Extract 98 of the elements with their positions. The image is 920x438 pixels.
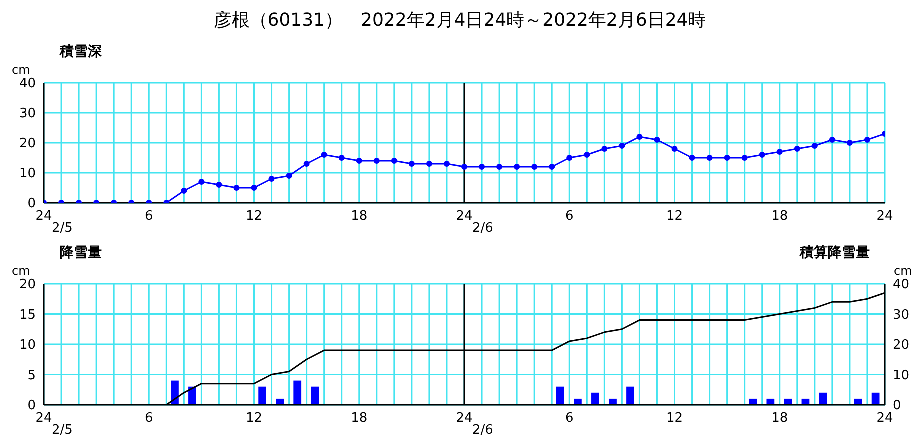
bar xyxy=(294,380,302,405)
text: 積算降雪量 xyxy=(800,244,870,262)
point xyxy=(181,188,188,194)
x-tick-label: 6 xyxy=(144,411,154,426)
point xyxy=(549,164,556,170)
x-tick-label: 24 xyxy=(456,209,473,224)
bar xyxy=(171,380,179,405)
point xyxy=(724,155,730,161)
bar xyxy=(766,398,775,405)
y2-tick-label: 40 xyxy=(893,278,910,293)
x-tick-label: 12 xyxy=(246,411,263,426)
point xyxy=(812,143,818,149)
point xyxy=(864,137,870,143)
text: 2/6 xyxy=(472,221,494,236)
x-tick-label: 24 xyxy=(36,411,52,426)
point xyxy=(846,140,853,146)
point xyxy=(654,137,660,143)
point xyxy=(374,158,380,164)
point xyxy=(479,164,486,170)
point xyxy=(234,185,240,191)
point xyxy=(706,155,713,161)
x-tick-label: 12 xyxy=(666,209,684,224)
chart-subtitle: 降雪量 xyxy=(60,244,102,262)
y-tick-label: 20 xyxy=(19,278,36,293)
point xyxy=(251,185,258,191)
bar xyxy=(556,386,564,405)
point xyxy=(794,146,800,152)
x-tick-label: 12 xyxy=(246,209,263,224)
point xyxy=(426,161,432,167)
y2-tick-label: 20 xyxy=(893,338,910,354)
point xyxy=(566,155,573,161)
point xyxy=(636,134,643,140)
bar xyxy=(258,386,267,405)
x-tick-label: 24 xyxy=(36,209,52,224)
text: 2/5 xyxy=(52,423,73,438)
point xyxy=(672,146,678,152)
point xyxy=(496,164,503,170)
point xyxy=(602,146,608,152)
x-tick-label: 18 xyxy=(351,209,368,224)
point xyxy=(514,164,520,170)
point xyxy=(584,152,590,158)
y-tick-label: 0 xyxy=(28,398,36,414)
point xyxy=(216,182,222,188)
x-tick-label: 18 xyxy=(772,209,788,224)
point xyxy=(444,161,450,167)
bar xyxy=(626,386,634,405)
point xyxy=(198,179,205,185)
x-tick-label: 6 xyxy=(565,209,574,224)
point xyxy=(304,161,310,167)
bar xyxy=(819,392,828,405)
bar xyxy=(872,392,880,405)
bar xyxy=(574,398,582,405)
x-tick-label: 6 xyxy=(565,411,574,426)
point xyxy=(619,143,626,149)
y2-tick-label: 0 xyxy=(893,398,902,414)
bar xyxy=(592,392,600,405)
x-tick-label: 24 xyxy=(456,411,473,426)
bar xyxy=(276,398,284,405)
point xyxy=(338,155,345,161)
y-tick-label: 10 xyxy=(19,338,36,354)
y2-tick-label: 10 xyxy=(893,368,910,384)
point xyxy=(742,155,748,161)
y-axis-title: cm xyxy=(12,264,30,278)
bar xyxy=(749,398,758,405)
point xyxy=(286,173,292,179)
text: 2/5 xyxy=(52,221,73,236)
point xyxy=(408,161,415,167)
x-tick-label: 24 xyxy=(876,209,894,224)
y-tick-label: 15 xyxy=(19,308,36,323)
point xyxy=(829,137,836,143)
y-tick-label: 0 xyxy=(28,196,36,212)
y-tick-label: 20 xyxy=(19,136,36,152)
point xyxy=(268,176,275,182)
point xyxy=(759,152,766,158)
y2-axis-title: cm xyxy=(894,264,912,278)
point xyxy=(689,155,696,161)
x-tick-label: 6 xyxy=(144,209,154,224)
y-axis-title: cm xyxy=(12,63,30,77)
point xyxy=(321,152,328,158)
text: 2/6 xyxy=(472,423,494,438)
point xyxy=(776,149,783,155)
y-tick-label: 40 xyxy=(19,76,36,92)
chart-subtitle: 積雪深 xyxy=(60,43,102,61)
bar xyxy=(609,398,617,405)
y-tick-label: 10 xyxy=(19,166,36,182)
point xyxy=(462,164,468,170)
x-tick-label: 12 xyxy=(666,411,684,426)
y-tick-label: 5 xyxy=(28,368,36,384)
point xyxy=(391,158,398,164)
point xyxy=(532,164,538,170)
chart-title: 彦根（60131） 2022年2月4日24時～2022年2月6日24時 xyxy=(212,9,708,32)
x-tick-label: 24 xyxy=(876,411,894,426)
y-tick-label: 30 xyxy=(19,106,36,122)
point xyxy=(356,158,362,164)
x-tick-label: 18 xyxy=(772,411,788,426)
bar xyxy=(311,386,320,405)
y2-tick-label: 30 xyxy=(893,308,910,323)
x-tick-label: 18 xyxy=(351,411,368,426)
